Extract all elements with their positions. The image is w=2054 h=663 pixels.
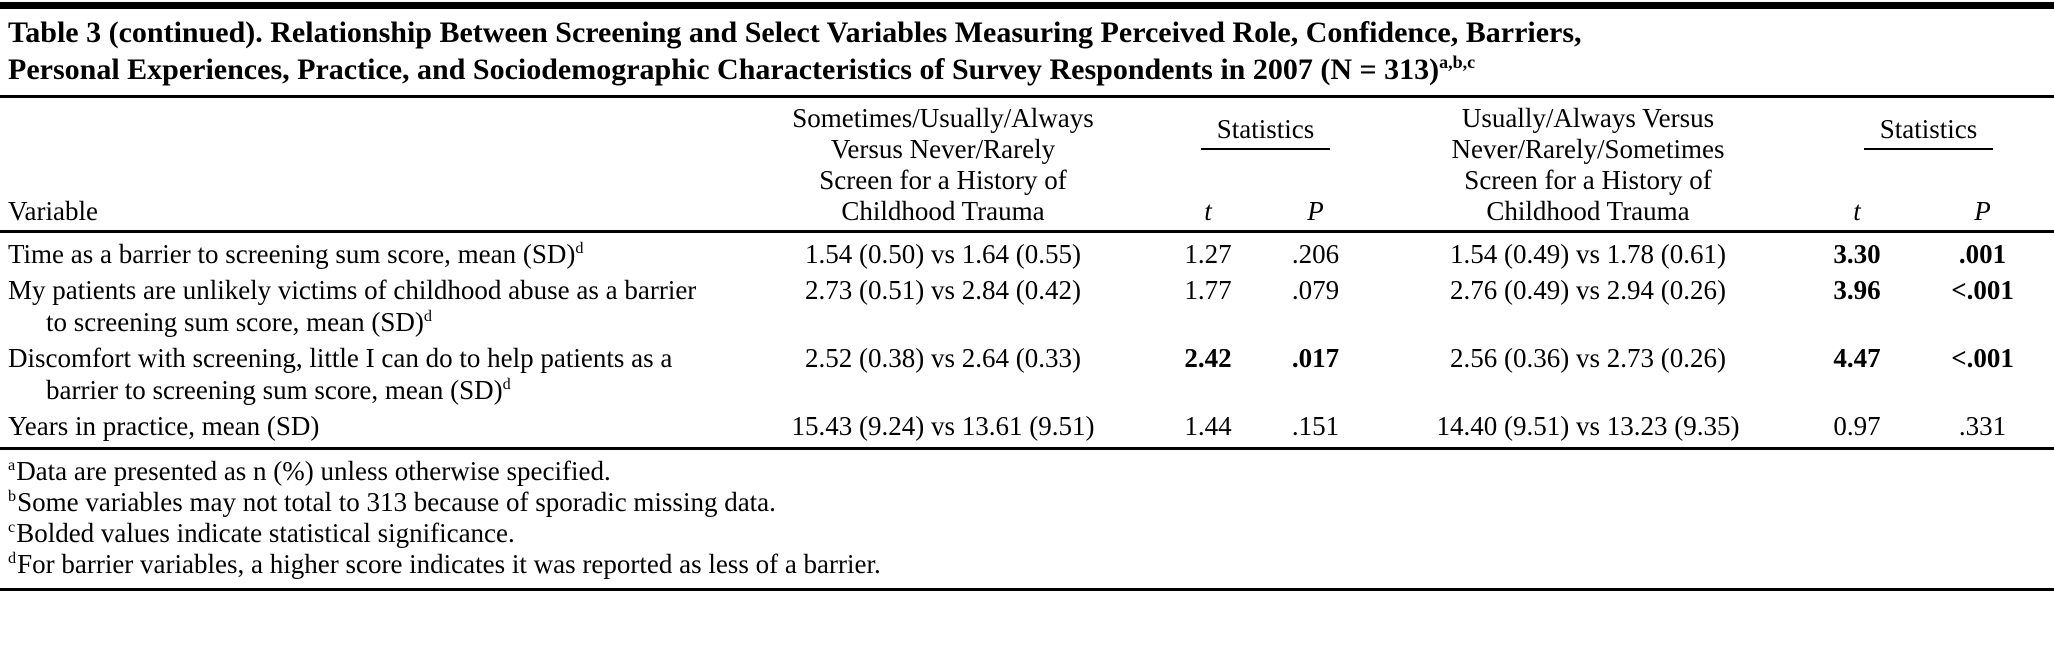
p2-value: <.001 (1951, 275, 2014, 305)
t2-value: 3.96 (1833, 275, 1881, 305)
bottom-rule (0, 588, 2054, 591)
footnote-b: bSome variables may not total to 313 bec… (8, 487, 2044, 518)
t2-value: 0.97 (1803, 408, 1912, 450)
footnote-marker: d (423, 307, 432, 325)
top-rule (0, 2, 2054, 9)
t2-value: 4.47 (1833, 343, 1881, 373)
group2-value: 2.76 (0.49) vs 2.94 (0.26) (1450, 275, 1726, 305)
table-title: Table 3 (continued). Relationship Betwee… (0, 9, 2054, 95)
col-header-group2: Usually/Always Versus Never/Rarely/Somet… (1451, 103, 1725, 226)
t2-value: 3.30 (1803, 230, 1912, 272)
footnote-a: aData are presented as n (%) unless othe… (8, 456, 2044, 487)
group1-value: 2.52 (0.38) vs 2.64 (0.33) (805, 343, 1081, 373)
p1-value: .206 (1258, 230, 1374, 272)
t1-value: 1.77 (1184, 275, 1232, 305)
p2-value: <.001 (1951, 343, 2014, 373)
table-body: Time as a barrier to screening sum score… (0, 230, 2054, 450)
footnote-marker: d (502, 375, 511, 393)
col-header-statistics-2: Statistics (1803, 98, 2054, 168)
footnote-c: cBolded values indicate statistical sign… (8, 518, 2044, 549)
t1-value: 1.27 (1158, 230, 1258, 272)
footnotes: aData are presented as n (%) unless othe… (0, 450, 2054, 588)
footnote-d: dFor barrier variables, a higher score i… (8, 549, 2044, 580)
title-rule (0, 95, 2054, 98)
table-row: Years in practice, mean (SD) 15.43 (9.24… (0, 408, 2054, 450)
variable-label: Time as a barrier to screening sum score… (8, 239, 576, 269)
group1-value: 1.54 (0.50) vs 1.64 (0.55) (728, 230, 1158, 272)
col-header-t-2: t (1853, 196, 1861, 226)
footnote-marker: a (8, 456, 16, 474)
p2-value: .001 (1911, 230, 2054, 272)
footnote-text: Some variables may not total to 313 beca… (17, 487, 776, 517)
col-header-statistics-1: Statistics (1158, 98, 1373, 168)
variable-label: Years in practice, mean (SD) (8, 411, 320, 441)
table-row: Time as a barrier to screening sum score… (0, 230, 2054, 272)
variable-cell: Years in practice, mean (SD) (0, 408, 728, 450)
data-table: Variable Sometimes/Usually/Always Versus… (0, 98, 2054, 450)
col-header-variable: Variable (8, 196, 98, 226)
p1-value: .151 (1258, 408, 1374, 450)
group1-value: 2.73 (0.51) vs 2.84 (0.42) (805, 275, 1081, 305)
table-header: Variable Sometimes/Usually/Always Versus… (0, 98, 2054, 232)
footnote-text: Data are presented as n (%) unless other… (16, 456, 611, 486)
table-row: My patients are unlikely victims of chil… (0, 272, 2054, 340)
col-header-p-2: P (1974, 196, 1991, 226)
footnote-marker: b (8, 487, 17, 505)
group2-value: 14.40 (9.51) vs 13.23 (9.35) (1373, 408, 1804, 450)
group2-value: 1.54 (0.49) vs 1.78 (0.61) (1373, 230, 1804, 272)
p2-value: .331 (1911, 408, 2054, 450)
col-header-t-1: t (1204, 196, 1212, 226)
table-row: Discomfort with screening, little I can … (0, 340, 2054, 408)
variable-cell: Time as a barrier to screening sum score… (0, 230, 728, 272)
footnote-text: Bolded values indicate statistical signi… (16, 518, 515, 548)
t1-value: 2.42 (1184, 343, 1232, 373)
statistics-label: Statistics (1200, 114, 1331, 150)
statistics-label: Statistics (1863, 114, 1994, 150)
table-title-text: Table 3 (continued). Relationship Betwee… (8, 16, 1582, 86)
variable-label: Discomfort with screening, little I can … (8, 343, 673, 405)
group2-value: 2.56 (0.36) vs 2.73 (0.26) (1450, 343, 1726, 373)
col-header-group1: Sometimes/Usually/Always Versus Never/Ra… (792, 103, 1094, 226)
footnote-marker: d (8, 549, 17, 567)
variable-cell: Discomfort with screening, little I can … (0, 340, 728, 408)
header-row-stats: t P t P (0, 168, 2054, 232)
footnote-marker: d (575, 239, 584, 257)
col-header-p-1: P (1307, 196, 1324, 226)
header-row-groups: Variable Sometimes/Usually/Always Versus… (0, 98, 2054, 226)
table-page: Table 3 (continued). Relationship Betwee… (0, 2, 2054, 591)
t1-value: 1.44 (1158, 408, 1258, 450)
group1-value: 15.43 (9.24) vs 13.61 (9.51) (728, 408, 1158, 450)
p1-value: .017 (1291, 343, 1340, 373)
p1-value: .079 (1291, 275, 1340, 305)
variable-cell: My patients are unlikely victims of chil… (0, 272, 728, 340)
title-footnote-markers: a,b,c (1439, 52, 1476, 72)
variable-label: My patients are unlikely victims of chil… (8, 275, 697, 337)
footnote-marker: c (8, 518, 16, 536)
footnote-text: For barrier variables, a higher score in… (17, 549, 881, 579)
